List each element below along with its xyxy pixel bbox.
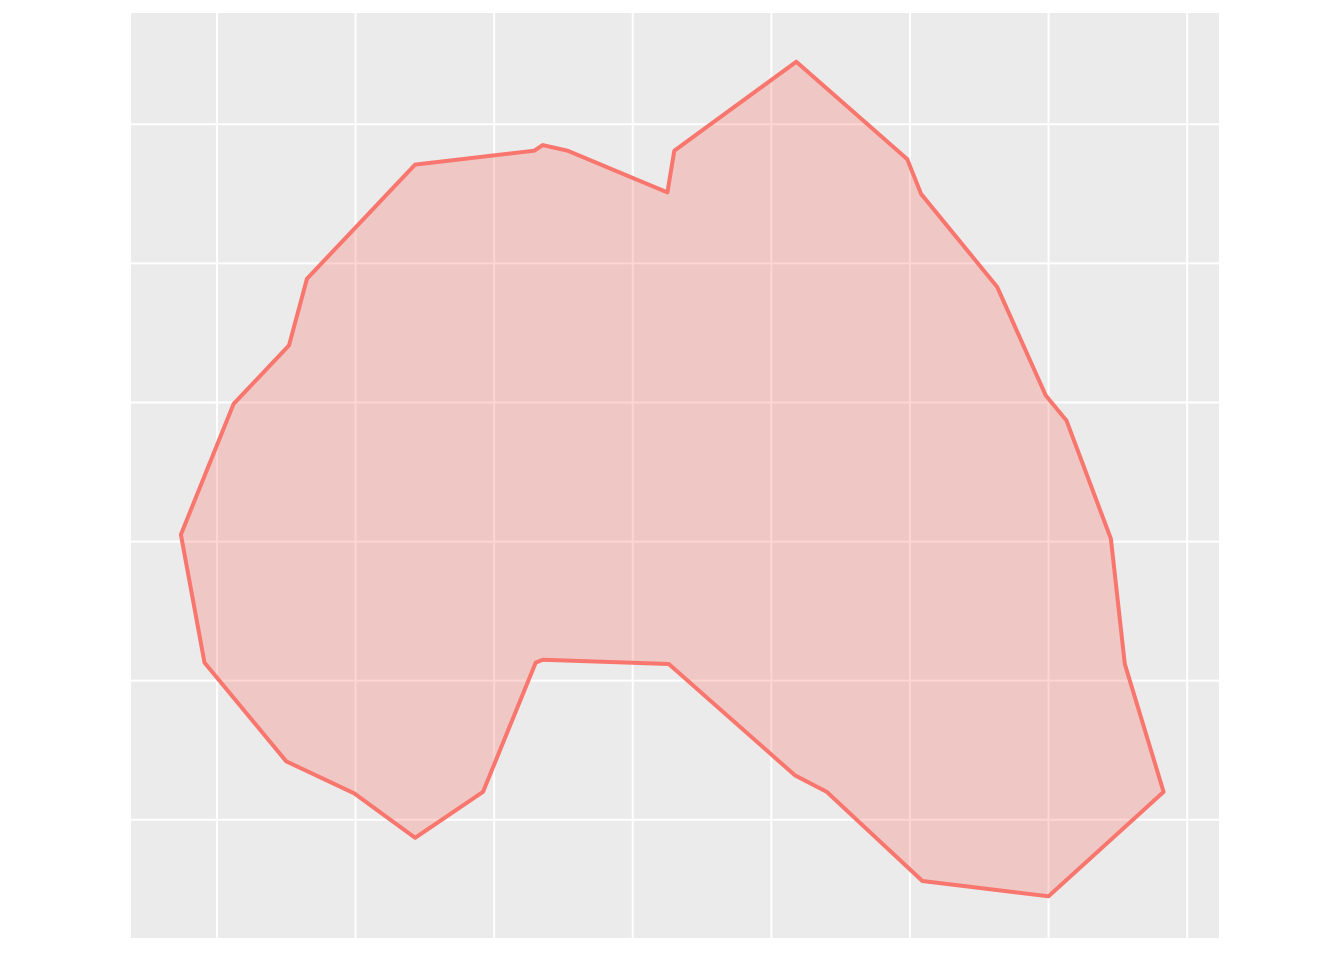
area-polygon-0 bbox=[178, 59, 1166, 899]
series-layer bbox=[178, 59, 1166, 899]
plot-panel bbox=[131, 13, 1219, 938]
grid-lines bbox=[131, 13, 1219, 938]
